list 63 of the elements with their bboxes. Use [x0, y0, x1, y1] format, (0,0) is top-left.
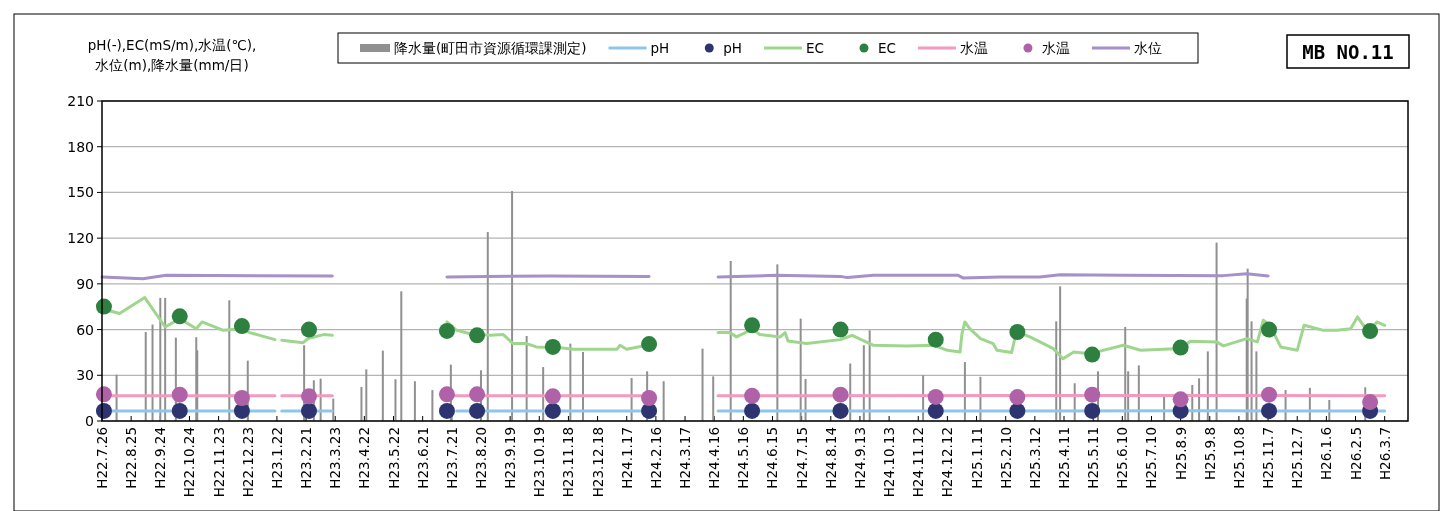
x-tick-label: H23.6.21	[414, 427, 431, 489]
x-tick-label: H26.3.7	[1376, 427, 1393, 481]
y-tick-label: 120	[67, 230, 94, 247]
x-tick-label: H24.12.12	[939, 427, 956, 498]
x-tick-label: H24.4.16	[706, 427, 723, 489]
x-tick-label: H23.3.23	[327, 427, 344, 489]
x-tick-label: H24.7.15	[793, 427, 810, 489]
x-tick-label: H22.8.25	[123, 427, 140, 489]
x-tick-label: H25.11.7	[1260, 427, 1277, 489]
x-tick-label: H25.3.12	[1026, 427, 1043, 489]
x-tick-label: H25.10.8	[1230, 427, 1247, 489]
x-tick-label: H24.10.13	[881, 427, 898, 498]
x-tick-label: H23.11.18	[560, 427, 577, 498]
y-tick-label: 180	[67, 138, 94, 155]
x-tick-label: H25.9.8	[1201, 427, 1218, 481]
x-tick-label: H26.1.6	[1318, 427, 1335, 481]
legend-label: pH	[723, 40, 743, 56]
y-axis-title: pH(-),EC(mS/m),水温(℃), 水位(m),降水量(mm/日)	[87, 37, 257, 73]
x-tick-label: H22.10.24	[181, 427, 198, 498]
x-tick-label: H25.2.10	[997, 427, 1014, 489]
x-tick-label: H24.9.13	[851, 427, 868, 489]
x-tick-label: H22.7.26	[94, 427, 110, 489]
x-tick-label: H24.8.14	[822, 427, 839, 489]
y-tick-label: 0	[85, 413, 94, 429]
x-tick-label: H25.1.11	[968, 427, 985, 489]
x-tick-label: H25.5.11	[1085, 427, 1102, 489]
chart-title: MB NO.11	[1302, 41, 1394, 63]
x-tick-label: H25.12.7	[1289, 427, 1306, 489]
x-tick-label: H24.2.16	[647, 427, 664, 489]
legend-label: 降水量(町田市資源循環課測定)	[394, 40, 587, 56]
x-tick-label: H23.4.22	[356, 427, 373, 489]
x-tick-label: H24.3.17	[677, 427, 694, 489]
x-tick-label: H22.9.24	[152, 427, 169, 489]
x-tick-label: H23.1.22	[268, 427, 285, 489]
x-tick-label: H24.1.17	[618, 427, 635, 489]
y-tick-label: 210	[67, 93, 94, 109]
x-tick-label: H23.8.20	[472, 427, 489, 489]
x-tick-label: H22.12.23	[239, 427, 256, 498]
legend-label: EC	[806, 40, 824, 56]
legend-label: pH	[650, 40, 670, 56]
x-tick-label: H23.10.19	[531, 427, 548, 498]
x-tick-label: H24.11.12	[910, 427, 927, 498]
x-tick-label: H23.9.19	[502, 427, 519, 489]
legend-label: 水位	[1133, 40, 1162, 56]
x-tick-label: H25.8.9	[1172, 427, 1189, 481]
y-tick-label: 30	[76, 367, 94, 384]
x-tick-label: H23.2.21	[298, 427, 315, 489]
legend-label: EC	[877, 40, 896, 56]
x-tick-label: H22.11.23	[210, 427, 227, 498]
x-tick-label: H25.4.11	[1056, 427, 1073, 489]
y-tick-label: 60	[76, 321, 94, 338]
x-tick-label: H25.6.10	[1114, 427, 1131, 489]
x-tick-label: H24.5.16	[735, 427, 752, 489]
x-tick-label: H24.6.15	[764, 427, 781, 489]
x-tick-label: H25.7.10	[1143, 427, 1160, 489]
x-tick-label: H26.2.5	[1347, 427, 1364, 481]
x-tick-label: H23.12.18	[589, 427, 606, 498]
y-tick-label: 90	[76, 275, 94, 292]
legend-label: 水温	[959, 40, 988, 56]
x-tick-label: H23.5.22	[385, 427, 402, 489]
x-tick-label: H23.7.21	[443, 427, 460, 489]
legend-label: 水温	[1041, 40, 1070, 56]
y-tick-label: 150	[67, 184, 94, 201]
